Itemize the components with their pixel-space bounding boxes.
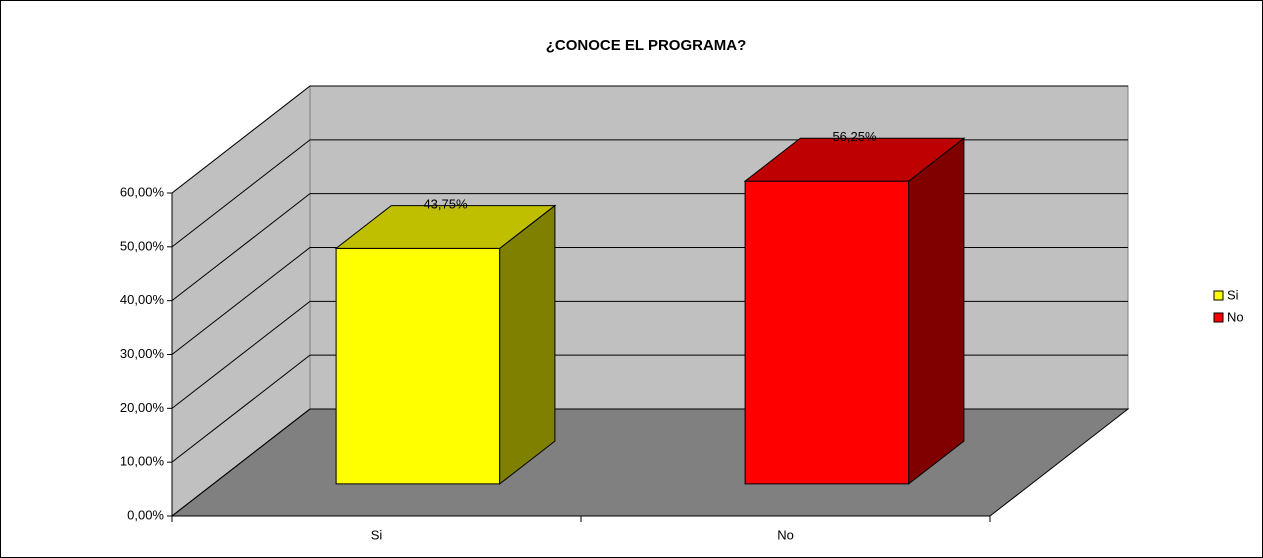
legend-label: No xyxy=(1227,309,1244,324)
y-tick-label: 10,00% xyxy=(120,454,165,469)
legend-swatch xyxy=(1213,290,1224,301)
bar xyxy=(334,204,557,485)
grid-line xyxy=(171,85,1128,194)
y-tick-label: 40,00% xyxy=(120,292,165,307)
bar xyxy=(743,137,966,485)
y-tick-label: 20,00% xyxy=(120,400,165,415)
legend-label: Si xyxy=(1227,287,1239,302)
y-tick-label: 60,00% xyxy=(120,184,165,199)
value-label: 43,75% xyxy=(423,196,468,211)
legend-swatch xyxy=(1213,312,1224,323)
bar-side xyxy=(499,204,556,485)
value-label: 56,25% xyxy=(832,129,877,144)
x-tick-label: No xyxy=(777,527,794,542)
floor xyxy=(170,408,1130,517)
bar-front xyxy=(335,247,501,485)
y-tick-label: 30,00% xyxy=(120,346,165,361)
y-tick-label: 0,00% xyxy=(127,507,164,522)
bar-side xyxy=(908,137,965,485)
chart-title: ¿CONOCE EL PROGRAMA? xyxy=(546,37,747,54)
bar-top xyxy=(743,137,966,182)
y-tick-label: 50,00% xyxy=(120,238,165,253)
bar-top xyxy=(334,205,557,249)
bar-front xyxy=(744,180,910,485)
x-tick-label: Si xyxy=(371,527,383,542)
